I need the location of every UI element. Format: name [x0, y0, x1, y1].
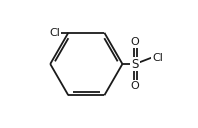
Text: O: O — [131, 38, 139, 47]
Text: S: S — [131, 57, 139, 71]
Text: Cl: Cl — [49, 28, 60, 38]
Text: O: O — [131, 81, 139, 90]
Text: Cl: Cl — [152, 53, 163, 63]
